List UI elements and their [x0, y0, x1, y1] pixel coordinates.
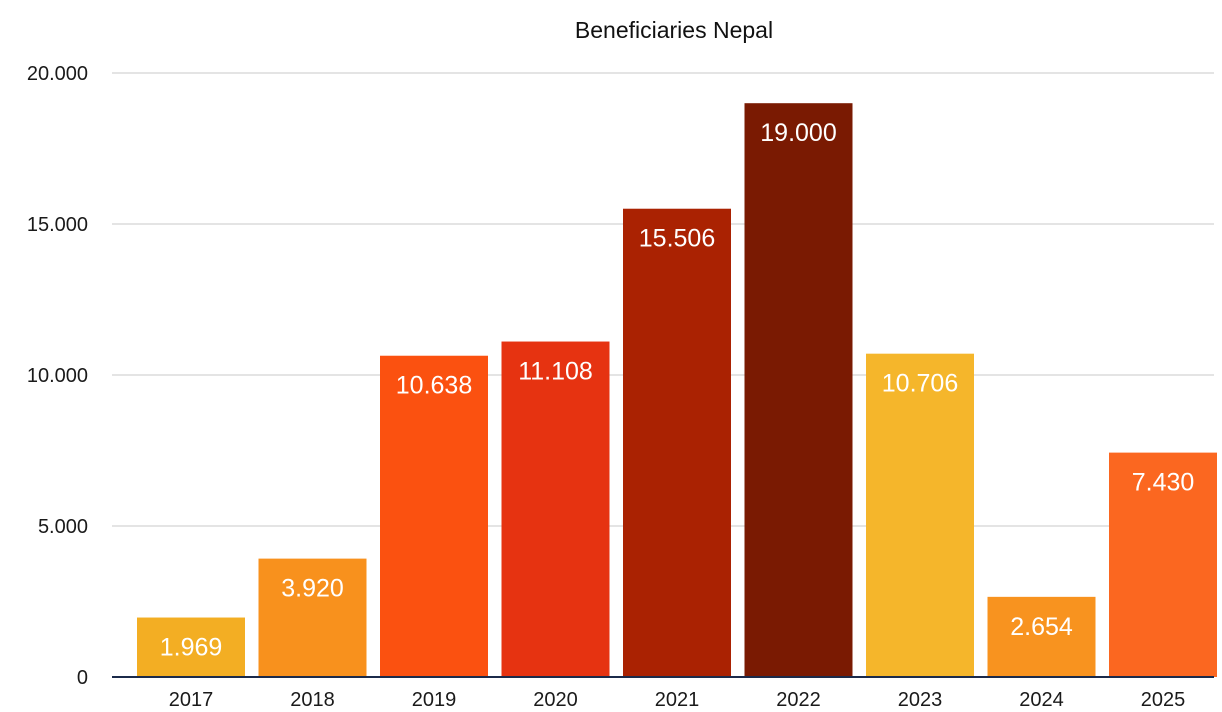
- x-tick-label: 2021: [655, 689, 700, 711]
- y-tick-label: 5.000: [38, 516, 88, 538]
- data-label-2025: 7.430: [1132, 469, 1195, 497]
- bars: [137, 103, 1217, 677]
- data-label-2017: 1.969: [160, 634, 223, 662]
- y-tick-label: 20.000: [27, 63, 88, 85]
- bar-2023: [866, 353, 974, 677]
- x-tick-label: 2024: [1019, 689, 1064, 711]
- bar-2017: [137, 617, 245, 677]
- x-tick-label: 2020: [533, 689, 578, 711]
- y-tick-label: 0: [77, 667, 88, 689]
- bar-2021: [623, 208, 731, 677]
- chart-title: Beneficiaries Nepal: [575, 17, 773, 43]
- x-tick-label: 2017: [169, 689, 214, 711]
- x-axis-ticks: 2017 2018 2019 2020 2021 2022 2023 2024 2025: [169, 689, 1186, 711]
- bar-2022: [744, 103, 853, 677]
- data-label-2024: 2.654: [1010, 613, 1073, 641]
- x-tick-label: 2019: [412, 689, 457, 711]
- x-tick-label: 2022: [776, 689, 821, 711]
- data-label-2022: 19.000: [760, 119, 836, 147]
- y-tick-label: 15.000: [27, 214, 88, 236]
- x-tick-label: 2025: [1141, 689, 1186, 711]
- y-tick-label: 10.000: [27, 365, 88, 387]
- data-label-2023: 10.706: [882, 370, 958, 398]
- bar-2025: [1109, 452, 1217, 677]
- bar-2019: [380, 355, 488, 677]
- y-axis-ticks: 0 5.000 10.000 15.000 20.000: [27, 63, 88, 689]
- x-tick-label: 2018: [290, 689, 335, 711]
- data-label-2020: 11.108: [518, 358, 593, 386]
- x-tick-label: 2023: [898, 689, 943, 711]
- data-label-2018: 3.920: [281, 575, 344, 603]
- data-label-2019: 10.638: [396, 372, 472, 400]
- data-labels: 1.969 3.920 10.638 11.108 15.506 19.000 10.706…: [160, 119, 1195, 661]
- bar-2020: [501, 341, 610, 677]
- bar-2018: [258, 558, 367, 677]
- bar-2024: [987, 596, 1096, 677]
- data-label-2021: 15.506: [639, 225, 715, 253]
